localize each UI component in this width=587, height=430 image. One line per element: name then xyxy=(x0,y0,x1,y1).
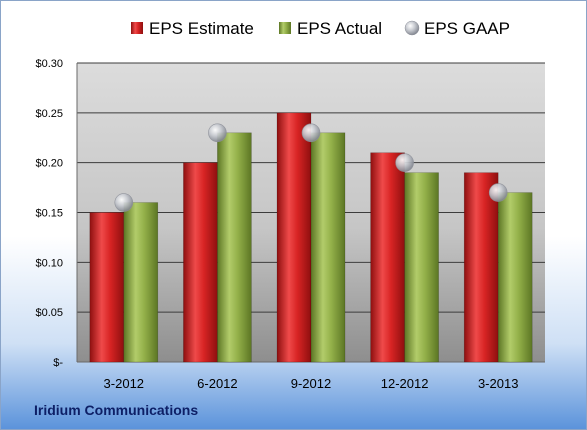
x-axis: 3-2012 6-2012 9-2012 12-2012 3-2013 xyxy=(104,376,519,391)
marker-eps-gaap xyxy=(488,183,508,202)
y-tick-label: $0.30 xyxy=(35,58,63,70)
x-tick-label: 3-2012 xyxy=(104,376,144,391)
legend-swatch xyxy=(404,20,420,36)
legend-label: EPS Estimate xyxy=(149,19,254,38)
bar-eps-actual xyxy=(217,132,252,363)
y-tick-label: $0.10 xyxy=(35,257,63,269)
legend-label: EPS Actual xyxy=(297,19,382,38)
x-tick-label: 3-2013 xyxy=(478,376,518,391)
gaap-markers xyxy=(114,123,508,212)
bar-eps-estimate xyxy=(370,152,405,363)
marker-eps-gaap xyxy=(208,123,227,143)
company-name: Iridium Communications xyxy=(34,402,199,418)
bars xyxy=(89,112,533,363)
bar-eps-actual xyxy=(404,172,439,363)
bar-eps-actual xyxy=(497,192,533,363)
bar-eps-estimate xyxy=(89,212,125,363)
x-tick-label: 6-2012 xyxy=(197,376,237,391)
bar-eps-estimate xyxy=(463,172,499,363)
x-tick-label: 12-2012 xyxy=(381,376,429,391)
y-tick-label: $0.05 xyxy=(35,307,63,319)
bar-eps-actual xyxy=(123,202,159,363)
bar-eps-actual xyxy=(310,132,346,363)
legend-label: EPS GAAP xyxy=(424,19,510,38)
y-tick-label: $0.15 xyxy=(35,208,63,220)
y-axis: $- $0.05 $0.10 $0.15 $0.20 $0.25 $0.30 xyxy=(35,58,78,369)
bar-eps-estimate xyxy=(183,162,218,363)
x-tick-label: 9-2012 xyxy=(291,376,331,391)
legend-swatch xyxy=(131,22,143,34)
legend-swatch xyxy=(279,22,291,34)
bar-eps-estimate xyxy=(276,112,312,363)
y-tick-label: $- xyxy=(53,357,63,369)
marker-eps-gaap xyxy=(301,123,321,143)
legend: EPS Estimate EPS Actual EPS GAAP xyxy=(131,19,510,38)
y-tick-label: $0.20 xyxy=(35,158,63,170)
marker-eps-gaap xyxy=(114,193,134,212)
marker-eps-gaap xyxy=(395,153,414,172)
y-tick-label: $0.25 xyxy=(35,108,63,120)
